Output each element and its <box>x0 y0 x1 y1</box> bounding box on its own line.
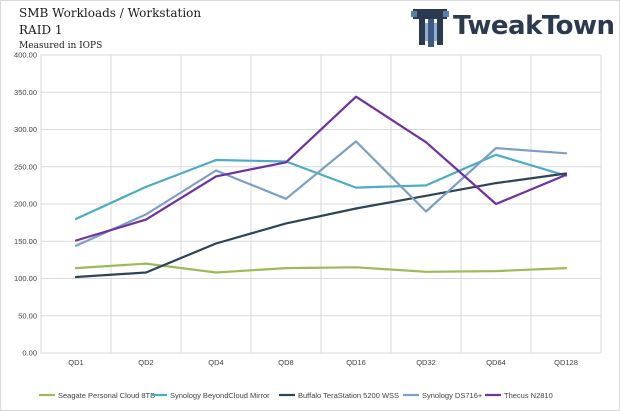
series-line-0 <box>74 262 568 274</box>
legend-label: Synology DS716+ <box>422 391 483 400</box>
data-point <box>215 175 217 178</box>
chart-subtitle-raid: RAID 1 <box>19 23 63 37</box>
x-tick-label: QD2 <box>138 358 153 367</box>
units-label: Measured in IOPS <box>19 41 103 51</box>
legend-item: Synology DS716+ <box>403 391 483 400</box>
data-point <box>355 186 357 189</box>
data-point <box>355 140 357 143</box>
series-lines <box>74 95 568 279</box>
y-tick-label: 150.00 <box>14 237 37 246</box>
data-point <box>495 153 497 156</box>
legend-item: Seagate Personal Cloud 8TB <box>39 391 155 400</box>
data-point <box>145 185 147 188</box>
tweaktown-logo: TweakTown <box>409 5 615 51</box>
legend-item: Thecus N2810 <box>485 391 553 400</box>
x-tick-label: QD64 <box>486 358 506 367</box>
data-point <box>215 242 217 245</box>
y-tick-label: 350.00 <box>14 88 37 97</box>
data-point <box>75 218 77 220</box>
tweaktown-logo-icon <box>411 9 449 47</box>
data-point <box>355 266 357 269</box>
y-tick-label: 250.00 <box>14 162 37 171</box>
data-point <box>145 271 147 274</box>
legend-label: Thecus N2810 <box>504 391 553 400</box>
y-tick-label: 400.00 <box>14 51 37 60</box>
x-tick-label: QD1 <box>68 358 83 367</box>
logo-wordmark: TweakTown <box>453 11 615 41</box>
data-point <box>215 159 217 161</box>
y-tick-label: 100.00 <box>14 274 37 283</box>
legend: Seagate Personal Cloud 8TB Synology Beyon… <box>39 391 553 400</box>
x-tick-label: QD128 <box>554 358 578 367</box>
data-point <box>75 276 77 278</box>
data-point <box>565 267 567 269</box>
series-line-3 <box>74 140 568 247</box>
grid-lines <box>40 54 602 354</box>
data-point <box>565 174 567 176</box>
data-point <box>425 210 427 213</box>
y-axis-ticks: 0.00 50.00 100.00 150.00 200.00 250.00 300.00 3… <box>14 51 37 358</box>
y-tick-label: 0.00 <box>22 349 37 358</box>
data-point <box>285 197 287 200</box>
legend-item: Synology BeyondCloud Mirror <box>151 391 270 400</box>
data-point <box>285 161 287 164</box>
data-point <box>145 213 147 216</box>
legend-label: Synology BeyondCloud Mirror <box>170 391 270 400</box>
x-tick-label: QD4 <box>208 358 223 367</box>
data-point <box>145 218 147 221</box>
data-point <box>285 267 287 269</box>
y-tick-label: 200.00 <box>14 200 37 209</box>
chart-title: SMB Workloads / Workstation <box>19 6 202 20</box>
series-line-2 <box>74 172 568 279</box>
data-point <box>285 222 287 225</box>
data-point <box>425 184 427 187</box>
legend-item: Buffalo TeraStation 5200 WSS <box>279 391 399 400</box>
data-point <box>425 194 427 197</box>
x-axis-ticks: QD1 QD2 QD4 QD8 QD16 QD32 QD64 QD128 <box>68 358 578 367</box>
y-tick-label: 50.00 <box>18 311 37 320</box>
x-tick-label: QD8 <box>278 358 293 367</box>
data-point <box>145 262 147 265</box>
data-point <box>75 267 77 269</box>
series-line-4 <box>74 95 568 242</box>
legend-label: Buffalo TeraStation 5200 WSS <box>298 391 399 400</box>
y-tick-label: 300.00 <box>14 125 37 134</box>
data-point <box>425 141 427 144</box>
legend-label: Seagate Personal Cloud 8TB <box>58 391 155 400</box>
data-point <box>355 207 357 210</box>
data-point <box>215 169 217 172</box>
data-point <box>215 271 217 274</box>
data-point <box>75 239 77 242</box>
data-point <box>425 270 427 273</box>
data-point <box>495 182 497 185</box>
x-tick-label: QD16 <box>346 358 366 367</box>
data-point <box>75 244 77 247</box>
x-tick-label: QD32 <box>416 358 436 367</box>
data-point <box>355 95 357 98</box>
data-point <box>565 152 567 155</box>
data-point <box>495 270 497 272</box>
data-point <box>495 147 497 150</box>
data-point <box>495 203 497 205</box>
